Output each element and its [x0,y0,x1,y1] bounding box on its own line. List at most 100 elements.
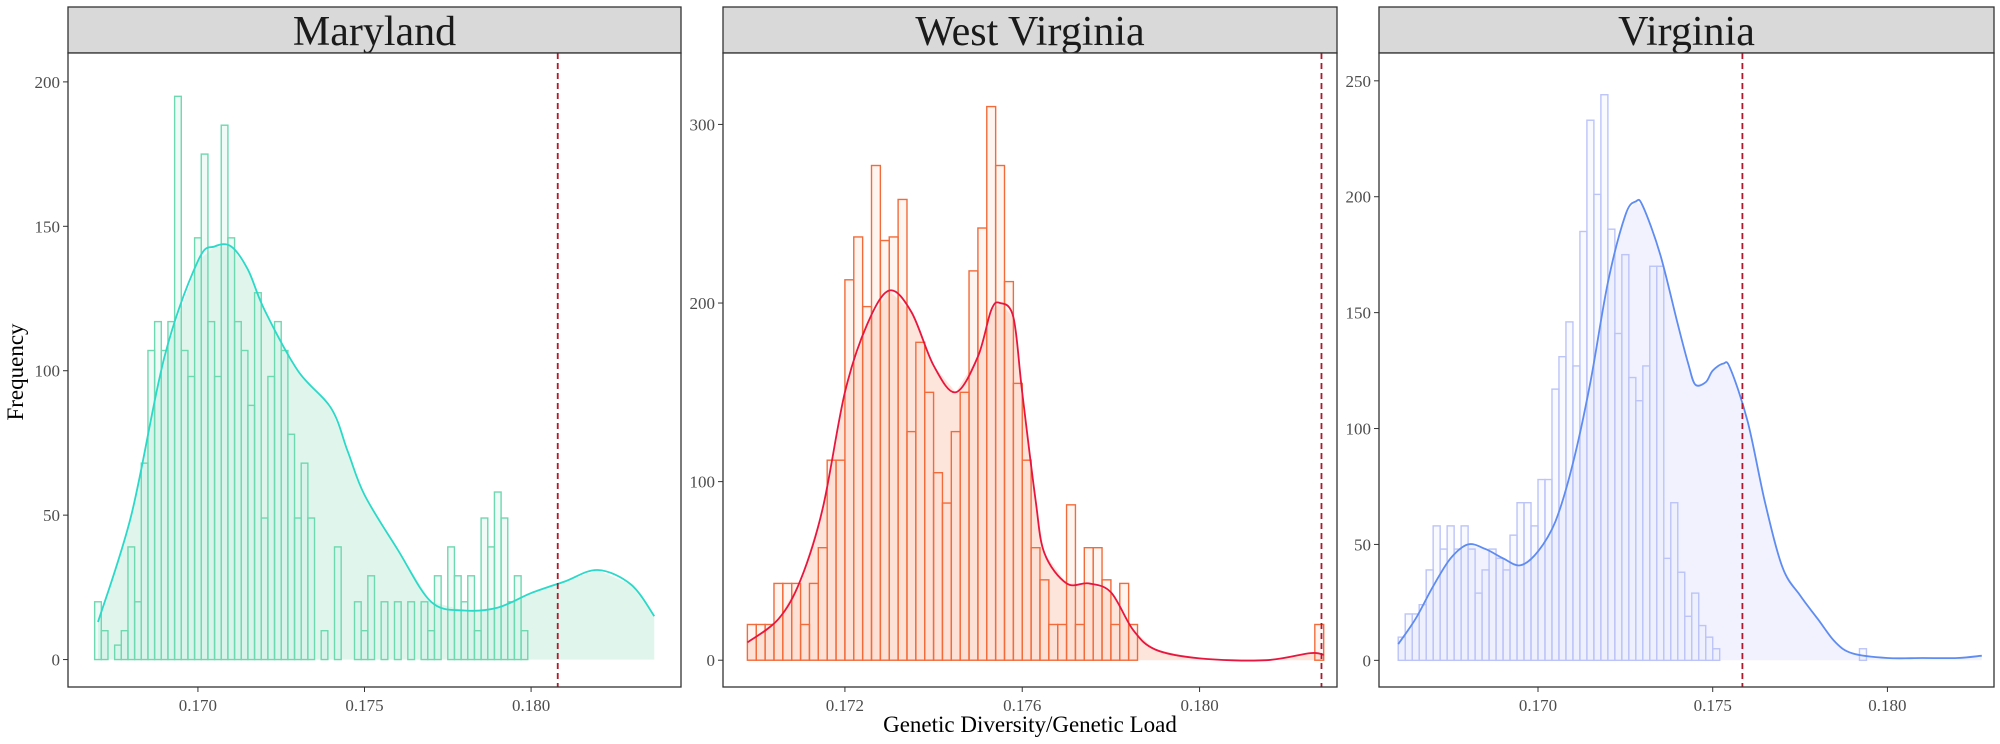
histogram-bar [844,279,855,661]
histogram-bar [200,153,209,661]
histogram-bar [1425,569,1434,662]
histogram-bar [1502,569,1511,662]
histogram-bar [160,349,169,661]
histogram-bar [1565,321,1574,662]
density-area [1398,201,1982,661]
histogram-bar [791,582,802,661]
histogram-bar [433,575,442,661]
histogram-bar [817,547,828,661]
histogram-bar [1677,571,1686,662]
histogram-bar [1635,400,1644,662]
y-tick-label: 0 [707,651,716,670]
histogram-bar [1495,557,1504,662]
histogram-bar [950,430,961,661]
histogram-bar [1110,623,1121,661]
histogram-bar [393,601,402,661]
histogram-bar [493,491,502,661]
histogram-bar [1048,623,1059,661]
histogram-bar [1516,502,1525,662]
histogram-bar [1684,615,1693,662]
histogram-bar [1705,636,1714,662]
histogram-bar [113,644,122,661]
histogram-bar [1488,548,1497,662]
panel-title: Virginia [1618,9,1755,55]
x-tick-label: 0.180 [1180,696,1218,715]
histogram-bar [1656,265,1665,662]
histogram-bar [1649,265,1658,662]
histogram-bar [367,575,376,661]
y-tick-label: 300 [690,115,716,134]
histogram-bar [420,601,429,661]
density-area [747,290,1324,661]
x-tick-label: 0.176 [1003,696,1041,715]
panel-border [722,52,1338,688]
histogram-bar [835,459,846,661]
histogram-bar [140,462,149,661]
y-tick-label: 100 [1346,420,1372,439]
histogram-bar [220,124,229,661]
histogram-bar [260,517,269,661]
histogram-bar [1127,623,1139,661]
histogram-bar [360,629,369,661]
y-tick-label: 250 [1346,72,1372,91]
panel-title: Maryland [293,9,456,55]
histogram-bar [1404,613,1413,662]
histogram-bar [207,320,216,661]
histogram-bar [233,320,242,661]
histogram-bar [173,95,182,661]
histogram-bar [782,582,793,661]
histogram-bar [333,546,342,661]
histogram-bar [1481,569,1490,662]
histogram-bar [1030,547,1041,661]
histogram-bar [100,629,109,661]
histogram-bar [427,629,436,661]
panel-2: Virginia 0 50 100 150 200 250 0.170 0.175 0.180 [1346,6,1995,715]
density-curve [1397,198,1982,660]
histogram-bar [93,601,103,661]
histogram-bar [167,320,176,661]
histogram-bar [253,292,262,661]
histogram-bar [293,517,302,661]
histogram-bar [1523,502,1532,662]
histogram-bar [826,459,837,661]
histogram-bar [1698,624,1707,662]
histogram-bar [447,546,456,661]
histogram-bar [994,164,1006,661]
histogram-bar [320,629,329,661]
histogram-bar [513,575,522,661]
panel-border [1378,52,1995,688]
histogram-bar [1614,332,1623,662]
histogram-bar [520,629,529,661]
plot-area [1397,53,1982,687]
histogram-bar [1057,623,1068,661]
histogram-bar [1663,557,1672,662]
histogram-bar [1012,382,1023,661]
y-tick-label: 150 [1346,304,1372,323]
y-tick-label: 100 [690,473,716,492]
histogram-bar [861,305,873,661]
x-tick-label: 0.175 [345,696,383,715]
histogram-bar [1432,525,1441,662]
x-tick-label: 0.170 [1519,696,1557,715]
y-tick-label: 150 [35,217,61,236]
plot-area [93,53,656,687]
histogram-bar [507,601,516,661]
histogram-bar [1670,502,1679,662]
histogram-bar [1467,548,1476,662]
histogram-bar [924,391,935,661]
x-tick-label: 0.180 [1868,696,1906,715]
histogram-bar [453,575,462,661]
histogram-bar [888,236,899,661]
y-tick-label: 200 [1346,188,1372,207]
histogram-bar [1551,388,1560,662]
density-curve [746,289,1324,662]
histogram-bar [227,237,236,661]
panel-strip [1378,6,1995,54]
histogram-bar [380,601,389,661]
histogram-bar [1021,459,1032,661]
y-tick-label: 50 [43,506,60,525]
histogram-bar [1530,525,1539,662]
plot-area [746,53,1325,687]
histogram-bar [1537,478,1546,662]
histogram-bar [986,105,997,661]
